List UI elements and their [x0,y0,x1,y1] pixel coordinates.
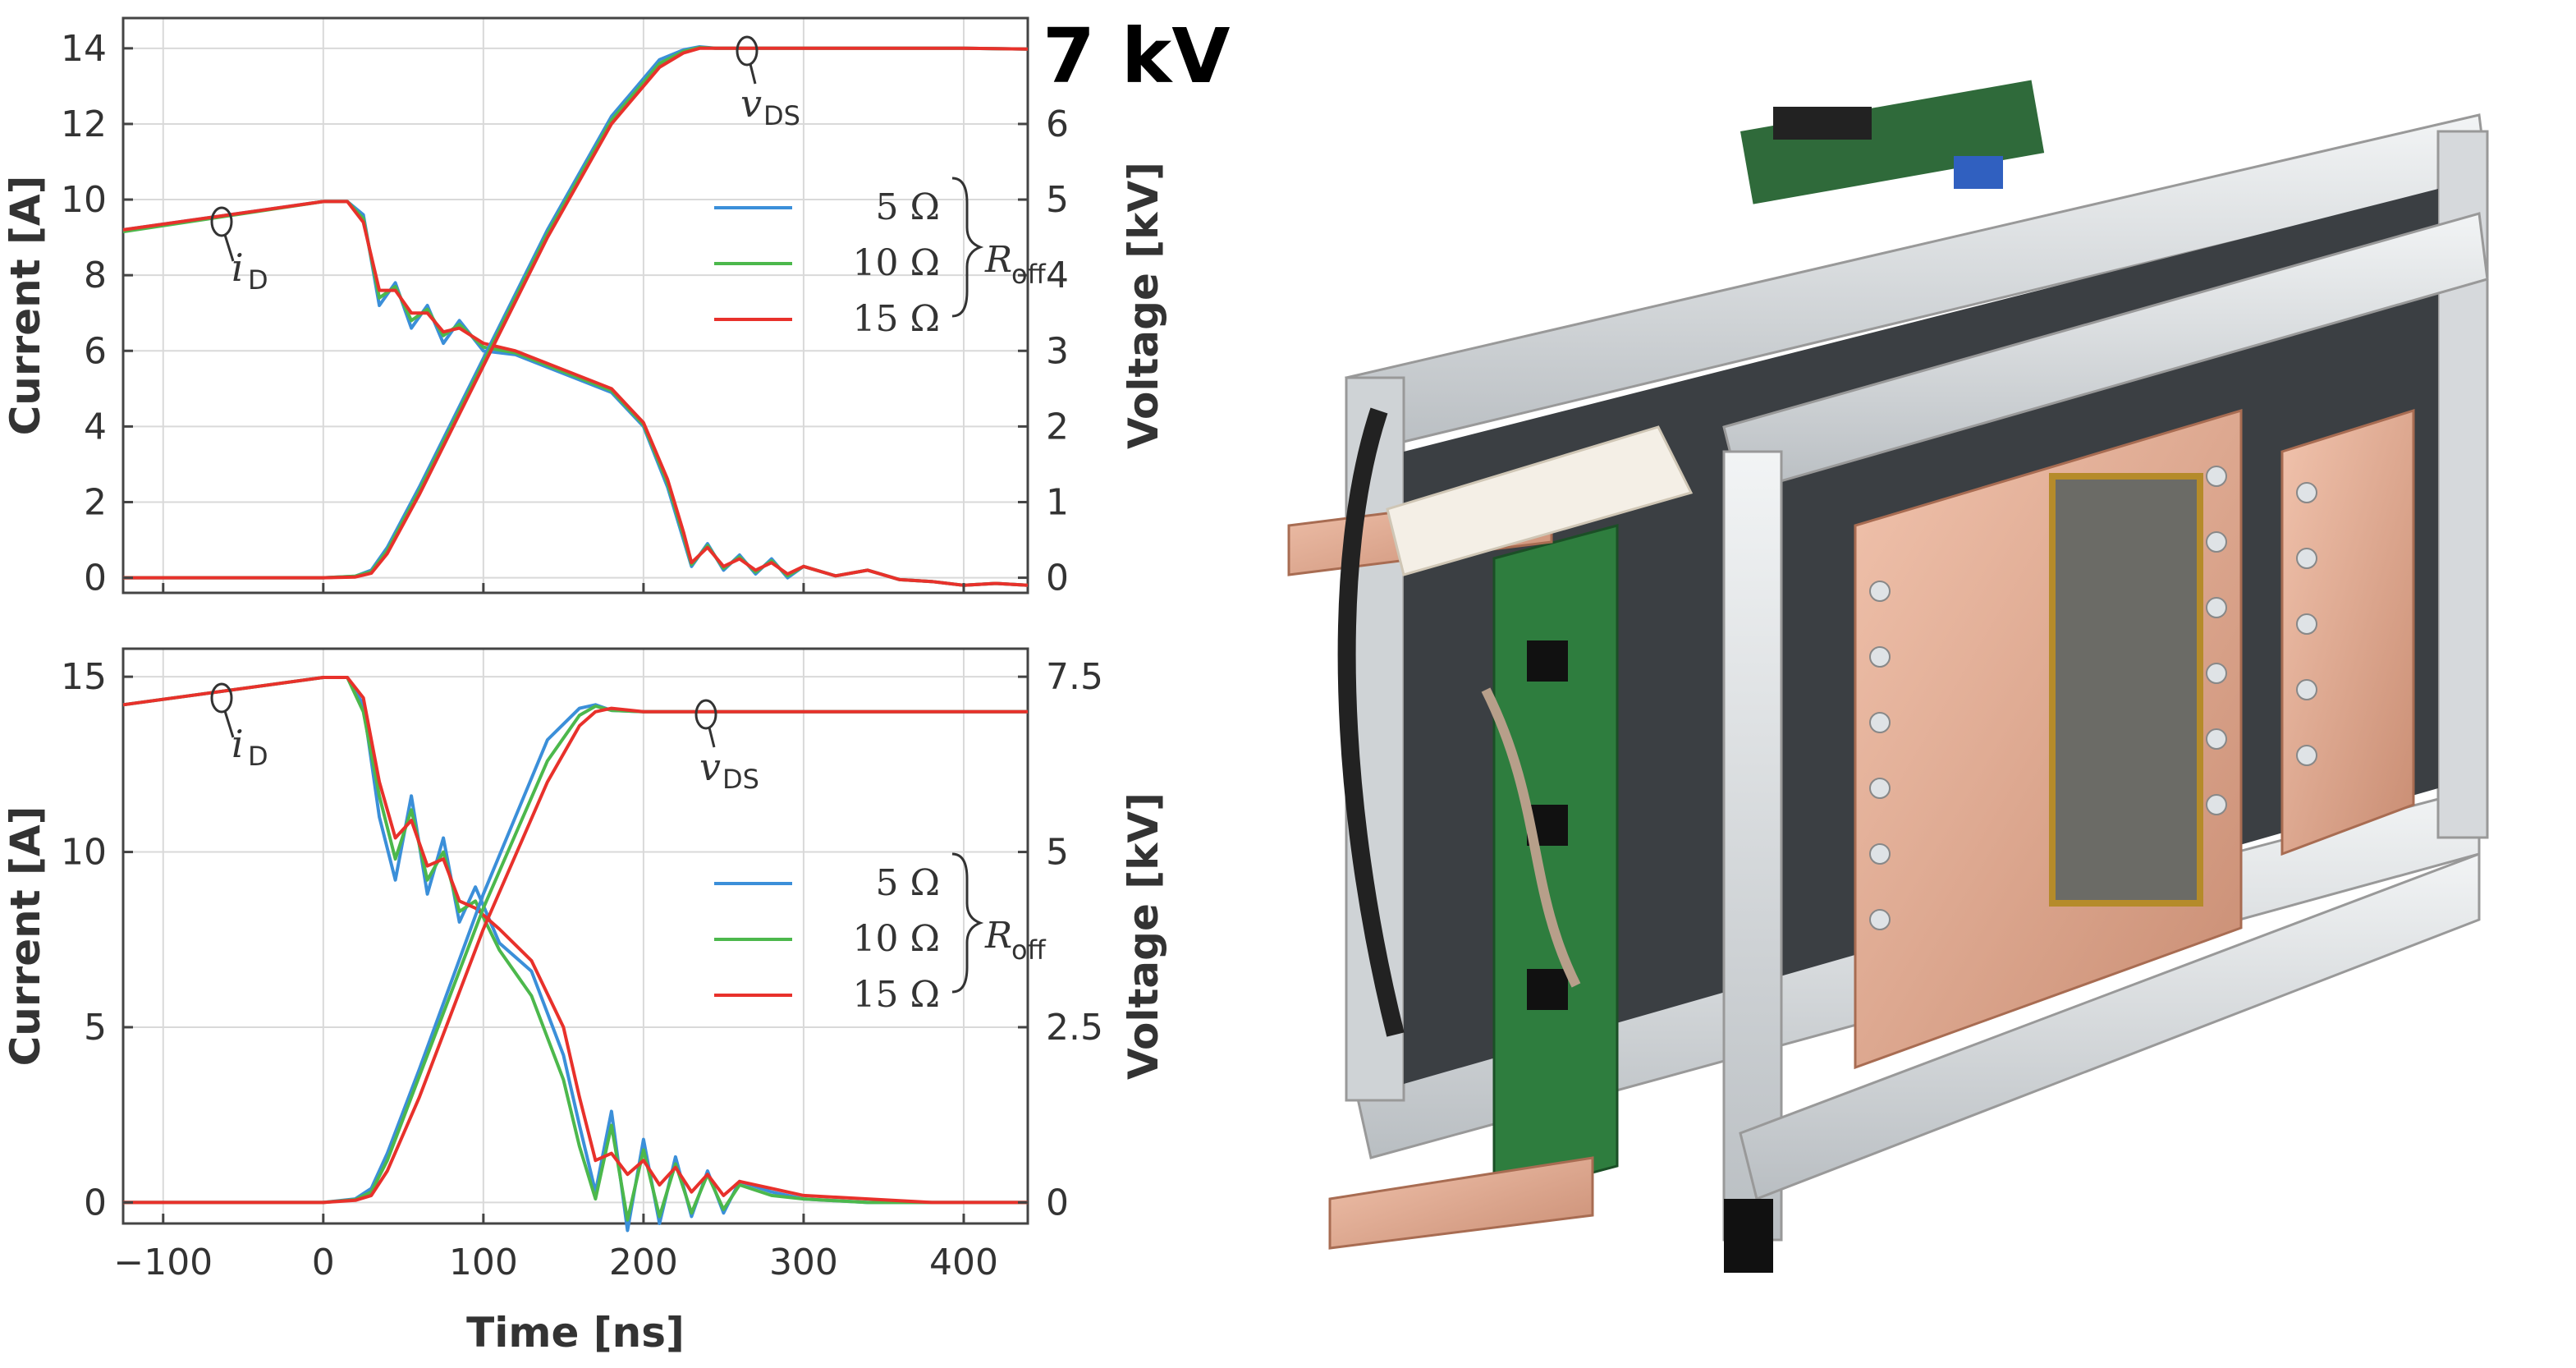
y2-tick-label: 6 [1046,103,1069,145]
x-tick-label: 300 [769,1242,838,1283]
converter-hardware-photo [1287,80,2489,1273]
series-id-10ohm [122,676,1028,1222]
y-tick-label: 6 [84,330,107,372]
id-annotation: i [231,722,244,766]
legend-symbol-sub: off [1011,934,1047,966]
y2-axis-label: Voltage [kV] [1120,162,1167,449]
y-tick-label: 14 [61,28,107,70]
y-tick-label: 8 [84,255,107,296]
y-tick-label: 10 [61,179,107,221]
y2-axis-label: Voltage [kV] [1120,792,1167,1080]
y2-tick-label: 3 [1046,330,1069,372]
id-marker [210,682,233,714]
vds-annotation: v [740,81,762,126]
x-tick-label: 200 [609,1242,678,1283]
y-tick-label: 12 [61,103,107,145]
vds-leader [749,63,757,85]
y2-tick-label: 0 [1046,1182,1069,1223]
legend-label: 10 Ω [853,918,940,960]
y-axis-label: Current [A] [2,806,49,1067]
headline-voltage: 7 kV [1043,12,1230,100]
y-tick-label: 0 [84,1182,107,1223]
y2-tick-label: 4 [1046,255,1069,296]
vds-marker [736,35,759,67]
series-vds-15ohm [123,46,1029,580]
legend-symbol-sub: off [1011,259,1047,290]
y2-tick-label: 2 [1046,406,1069,448]
plot-frame [121,647,1029,1225]
x-tick-label: −100 [113,1242,213,1283]
y-axis-label: Current [A] [2,176,49,436]
y2-tick-label: 5 [1046,832,1069,874]
vds-annotation: v [699,745,721,789]
y2-tick-label: 0 [1046,558,1069,599]
plot-frame [121,16,1029,594]
id-annotation-sub: D [248,264,268,296]
id-leader [223,710,235,738]
y2-tick-label: 2.5 [1046,1007,1103,1049]
x-tick-label: 0 [312,1242,335,1283]
id-annotation: i [231,246,244,290]
legend-brace [951,177,984,318]
legend-brace [951,852,984,994]
y-tick-label: 5 [84,1007,107,1049]
series-id-15ohm [122,676,1028,1205]
legend-symbol: R [984,239,1012,281]
vds-annotation-sub: DS [763,100,800,131]
id-leader [223,234,235,262]
y-tick-label: 4 [84,406,107,448]
legend-label: 5 Ω [876,186,940,228]
vds-marker [694,699,717,730]
id-annotation-sub: D [248,741,268,772]
vds-leader [708,727,716,748]
series-vds-15ohm [123,706,1028,1205]
series-id-15ohm [122,200,1029,587]
legend-label: 5 Ω [876,862,940,904]
y2-tick-label: 7.5 [1046,656,1103,698]
y-tick-label: 10 [61,832,107,874]
x-tick-label: 400 [929,1242,998,1283]
vds-annotation-sub: DS [722,764,759,795]
y-tick-label: 15 [61,656,107,698]
x-axis-label: Time [ns] [466,1309,685,1357]
y2-tick-label: 5 [1046,179,1069,221]
legend-label: 10 Ω [853,242,940,284]
legend-label: 15 Ω [853,298,940,340]
y2-tick-label: 1 [1046,481,1069,523]
x-tick-label: 100 [449,1242,518,1283]
id-marker [210,206,233,237]
legend-label: 15 Ω [853,974,940,1016]
y-tick-label: 2 [84,481,107,523]
y-tick-label: 0 [84,558,107,599]
legend-symbol: R [984,915,1012,957]
